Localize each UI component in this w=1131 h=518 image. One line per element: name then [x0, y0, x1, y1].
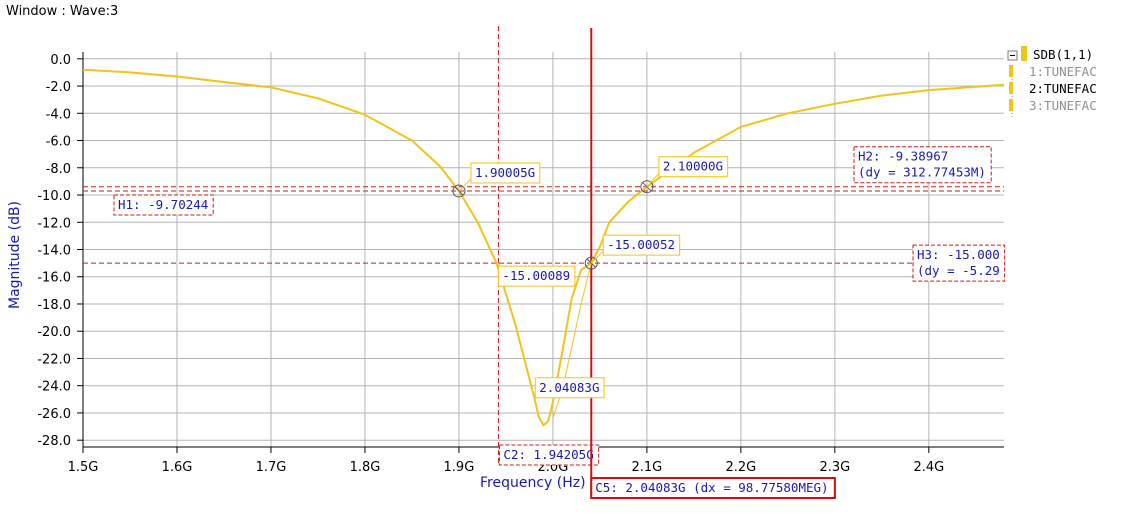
- traces: [82, 68, 1005, 427]
- h-marker-label-h1-text: H1: -9.70244: [118, 197, 208, 212]
- point-marker-label: -15.00089: [497, 265, 576, 287]
- x-tick-label: 2.2G: [725, 460, 756, 475]
- v-marker-label-c2: C2: 1.94205G: [498, 444, 600, 466]
- y-tick-label: -18.0: [37, 298, 71, 313]
- window-title: Window : Wave:3: [6, 4, 119, 19]
- legend[interactable]: SDB(1,1) 1:TUNEFAC 2:TUNEFAC 3:TUNEFAC: [1007, 46, 1097, 118]
- x-tick-label: 1.9G: [444, 460, 475, 475]
- y-tick-label: -8.0: [46, 162, 71, 177]
- point-marker-label-box: [658, 156, 729, 178]
- y-tick-label: -6.0: [46, 135, 71, 150]
- point-marker-label-text: 1.90005G: [475, 165, 535, 180]
- point-marker-circle: [452, 184, 466, 198]
- legend-item-swatch: [1009, 82, 1013, 94]
- x-axis-title: Frequency (Hz): [480, 475, 586, 491]
- h-marker-label-h2-box: [853, 146, 992, 184]
- y-tick-label: -16.0: [37, 271, 71, 286]
- trace-line-2: [552, 262, 592, 419]
- point-marker-label-text: -15.00052: [607, 237, 675, 252]
- point-marker-label: 2.10000G: [658, 156, 729, 178]
- legend-item-2[interactable]: 2:TUNEFAC: [1029, 81, 1097, 96]
- legend-item-3[interactable]: 3:TUNEFAC: [1029, 98, 1097, 113]
- point-marker-circle: [640, 180, 654, 194]
- point-marker-label-box: [534, 377, 605, 399]
- h-marker-label-h2-text: H2: -9.38967: [858, 149, 948, 164]
- legend-item-swatch: [1009, 99, 1013, 111]
- point-marker-label-box: [602, 234, 681, 256]
- h-marker-label-h3-box: [912, 244, 1006, 282]
- h-marker-label-h2: H2: -9.38967(dy = 312.77453M): [853, 146, 992, 184]
- x-tick-label: 1.5G: [68, 460, 99, 475]
- trace-line-1: [82, 68, 1005, 427]
- y-tick-label: -26.0: [37, 407, 71, 422]
- y-tick-label: -22.0: [37, 352, 71, 367]
- v-marker-label-c5: C5: 2.04083G (dx = 98.77580MEG): [590, 477, 836, 499]
- y-axis-title: Magnitude (dB): [7, 201, 23, 309]
- legend-item-swatch: [1009, 65, 1013, 77]
- point-markers[interactable]: 1.90005G 2.10000G -15.00052 -15.00089 2.0408…: [452, 156, 729, 399]
- v-marker-label-c5-box: [590, 477, 836, 499]
- y-tick-label: -14.0: [37, 244, 71, 259]
- x-tick-label: 2.3G: [819, 460, 850, 475]
- y-tick-label: -4.0: [46, 107, 71, 122]
- h-marker-label-h3: H3: -15.000(dy = -5.29: [912, 244, 1006, 282]
- point-marker-circle: [584, 256, 598, 270]
- v-marker-label-c5-text: C5: 2.04083G (dx = 98.77580MEG): [595, 480, 828, 495]
- y-tick-label: -2.0: [46, 80, 71, 95]
- point-marker-label-text: 2.04083G: [539, 380, 599, 395]
- point-marker-label-text: 2.10000G: [663, 159, 723, 174]
- v-marker-label-c2-box: [498, 444, 600, 466]
- vertical-markers[interactable]: C2: 1.94205G C5: 2.04083G (dx = 98.77580M…: [497, 26, 836, 499]
- horizontal-markers[interactable]: H1: -9.70244 H2: -9.38967(dy = 312.77453M…: [83, 146, 1006, 282]
- h-marker-label-h3-text: (dy = -5.29: [917, 263, 1000, 278]
- x-tick-label: 1.7G: [256, 460, 287, 475]
- y-tick-label: -28.0: [37, 434, 71, 449]
- h-marker-label-h3-text: H3: -15.000: [917, 247, 1000, 262]
- y-tick-label: -20.0: [37, 325, 71, 340]
- point-marker-label-box: [470, 162, 541, 184]
- x-tick-label: 2.4G: [913, 460, 944, 475]
- x-tick-label: 2.1G: [632, 460, 663, 475]
- y-tick-label: -24.0: [37, 380, 71, 395]
- x-tick-label: 1.8G: [350, 460, 381, 475]
- legend-group-swatch: [1021, 46, 1027, 61]
- x-tick-label: 1.6G: [162, 460, 193, 475]
- point-marker-label-box: [497, 265, 576, 287]
- point-marker-label: -15.00052: [602, 234, 681, 256]
- y-tick-label: -12.0: [37, 216, 71, 231]
- point-marker-label: 2.04083G: [534, 377, 605, 399]
- h-marker-label-h2-text: (dy = 312.77453M): [858, 165, 986, 180]
- y-tick-label: 0.0: [50, 53, 71, 68]
- point-marker-label: 1.90005G: [470, 162, 541, 184]
- h-marker-label-h1: H1: -9.70244: [113, 194, 214, 216]
- v-marker-label-c2-text: C2: 1.94205G: [503, 447, 593, 462]
- legend-item-1[interactable]: 1:TUNEFAC: [1029, 64, 1097, 79]
- point-marker-label-text: -15.00089: [502, 268, 570, 283]
- legend-group-label: SDB(1,1): [1033, 47, 1093, 62]
- h-marker-label-h1-box: [113, 194, 214, 216]
- y-tick-label: -10.0: [37, 189, 71, 204]
